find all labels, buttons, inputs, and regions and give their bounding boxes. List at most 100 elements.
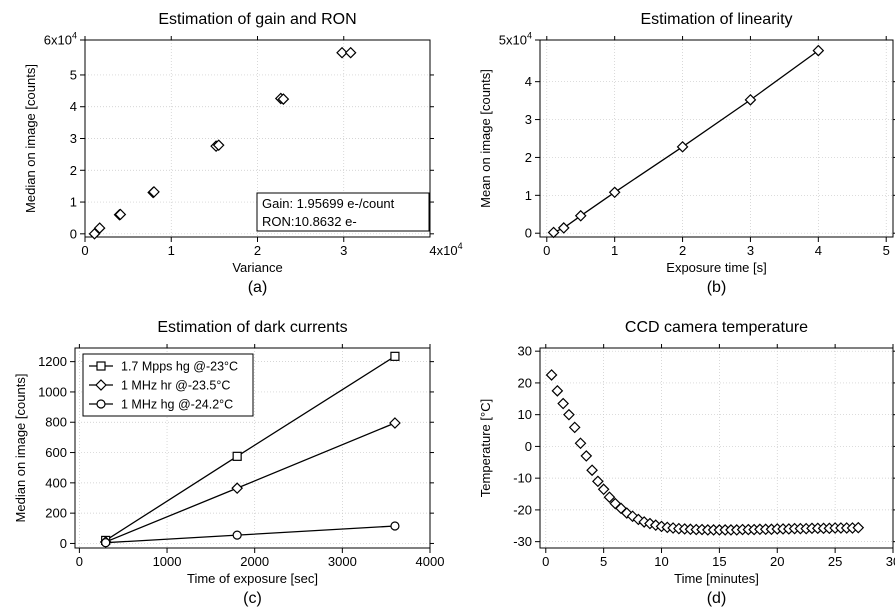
chart-title: Estimation of dark currents (157, 319, 347, 336)
data-point (603, 491, 616, 504)
series-line (105, 525, 395, 544)
legend-marker (95, 379, 107, 391)
y-tick-label: 1 (525, 188, 532, 203)
x-tick-label: 25 (828, 554, 842, 569)
data-point (744, 94, 757, 106)
x-tick-label: 2 (254, 243, 261, 258)
x-tick-label: 30 (886, 554, 895, 569)
y-tick-label: 800 (45, 415, 67, 430)
x-axis-label: Exposure time [s] (666, 260, 766, 275)
legend-entry: 1 MHz hr @-23.5°C (121, 379, 230, 393)
y-tick-label: 0 (525, 226, 532, 241)
x-tick-label: 1000 (153, 554, 182, 569)
x-axis-label: Time of exposure [sec] (187, 571, 318, 586)
x-tick-label: 20 (770, 554, 784, 569)
panel-b: 0 1 2 3 4 5 0 1 2 3 4 5x104 Estimation of linearity E… (478, 11, 895, 296)
data-point (101, 538, 111, 548)
y-tick-label: -10 (513, 471, 532, 486)
y-tick-label: 0 (70, 226, 77, 241)
y-tick-label: -20 (513, 502, 532, 517)
y-tick-label: 3 (525, 112, 532, 127)
x-tick-label: 0 (543, 243, 550, 258)
x-tick-label: 5 (883, 243, 890, 258)
x-tick-label: 2 (679, 243, 686, 258)
legend-entry: 1 MHz hg @-24.2°C (121, 398, 233, 412)
data-point (547, 226, 560, 239)
data-point (608, 186, 621, 199)
chart-title: CCD camera temperature (625, 319, 808, 336)
x-tick-label: 1 (611, 243, 618, 258)
y-tick-label: 4 (70, 99, 77, 114)
x-tick-label: 2000 (240, 554, 269, 569)
data-point (390, 521, 400, 531)
data-point (231, 482, 244, 495)
annotation-box (256, 192, 430, 232)
x-axis-label: Variance (232, 260, 282, 275)
y-axis-label: Mean on image [counts] (478, 69, 493, 208)
series-line (105, 422, 396, 543)
data-point (390, 351, 400, 361)
x-multiplier-label: 4x104 (429, 241, 462, 258)
y-tick-label: 400 (45, 475, 67, 490)
legend-marker (96, 361, 106, 371)
data-point (88, 227, 101, 240)
x-tick-label: 4000 (416, 554, 445, 569)
data-point (232, 451, 242, 461)
panel-a: 0 1 2 3 0 1 2 3 4 5 6x104 4x104 Estimation of gain a… (23, 11, 463, 296)
chart-title: Estimation of gain and RON (158, 11, 356, 28)
data-point (676, 140, 689, 153)
data-point (574, 437, 587, 450)
data-point (148, 186, 160, 198)
plot-frame (539, 39, 894, 238)
y-tick-label: 1200 (38, 354, 67, 369)
data-point (557, 222, 570, 234)
y-tick-label: 4 (525, 74, 532, 89)
y-tick-label: 0 (525, 439, 532, 454)
data-point (93, 222, 106, 234)
y-multiplier-label: 6x104 (44, 31, 77, 48)
data-point (336, 46, 348, 59)
x-tick-label: 3000 (328, 554, 357, 569)
data-point (344, 46, 357, 59)
x-tick-label: 1 (168, 243, 175, 258)
plot-frame (74, 347, 431, 549)
x-tick-label: 15 (712, 554, 726, 569)
x-tick-label: 0 (81, 243, 88, 258)
y-tick-label: 2 (70, 163, 77, 178)
data-point (580, 450, 593, 462)
annotation-text: RON:10.8632 e- (262, 214, 357, 229)
x-tick-label: 0 (542, 554, 549, 569)
x-tick-label: 3 (747, 243, 754, 258)
data-point (551, 385, 564, 397)
y-tick-label: 30 (518, 344, 532, 359)
data-point (597, 483, 610, 496)
data-point (114, 208, 127, 221)
x-axis-label: Time [minutes] (674, 571, 759, 586)
y-tick-label: 10 (518, 407, 532, 422)
panel-caption: (b) (707, 279, 727, 296)
data-point (586, 464, 598, 477)
data-point (574, 209, 587, 222)
data-point (212, 139, 225, 152)
panel-d: 0 5 10 15 20 25 30 -30 -20 -10 0 10 20 30 CCD camera t… (478, 319, 895, 607)
data-point (545, 369, 558, 381)
y-axis-label: Median on image [counts] (23, 64, 38, 213)
y-axis-label: Temperature [°C] (478, 399, 493, 497)
y-tick-label: 3 (70, 131, 77, 146)
legend-marker (96, 399, 106, 409)
y-tick-label: 1000 (38, 384, 67, 399)
y-tick-label: 200 (45, 506, 67, 521)
data-point (563, 408, 575, 421)
x-tick-label: 3 (340, 243, 347, 258)
legend-entry: 1.7 Mpps hg @-23°C (121, 360, 238, 374)
data-point (568, 421, 581, 434)
x-tick-label: 4 (815, 243, 822, 258)
panel-c: 0 1000 2000 3000 4000 0 200 400 600 800 1000 1200 Es… (13, 319, 444, 607)
y-axis-label: Median on image [counts] (13, 374, 28, 523)
data-point (389, 417, 401, 429)
panel-caption: (a) (248, 279, 268, 296)
x-tick-label: 5 (600, 554, 607, 569)
data-point (592, 475, 604, 488)
y-tick-label: 600 (45, 445, 67, 460)
